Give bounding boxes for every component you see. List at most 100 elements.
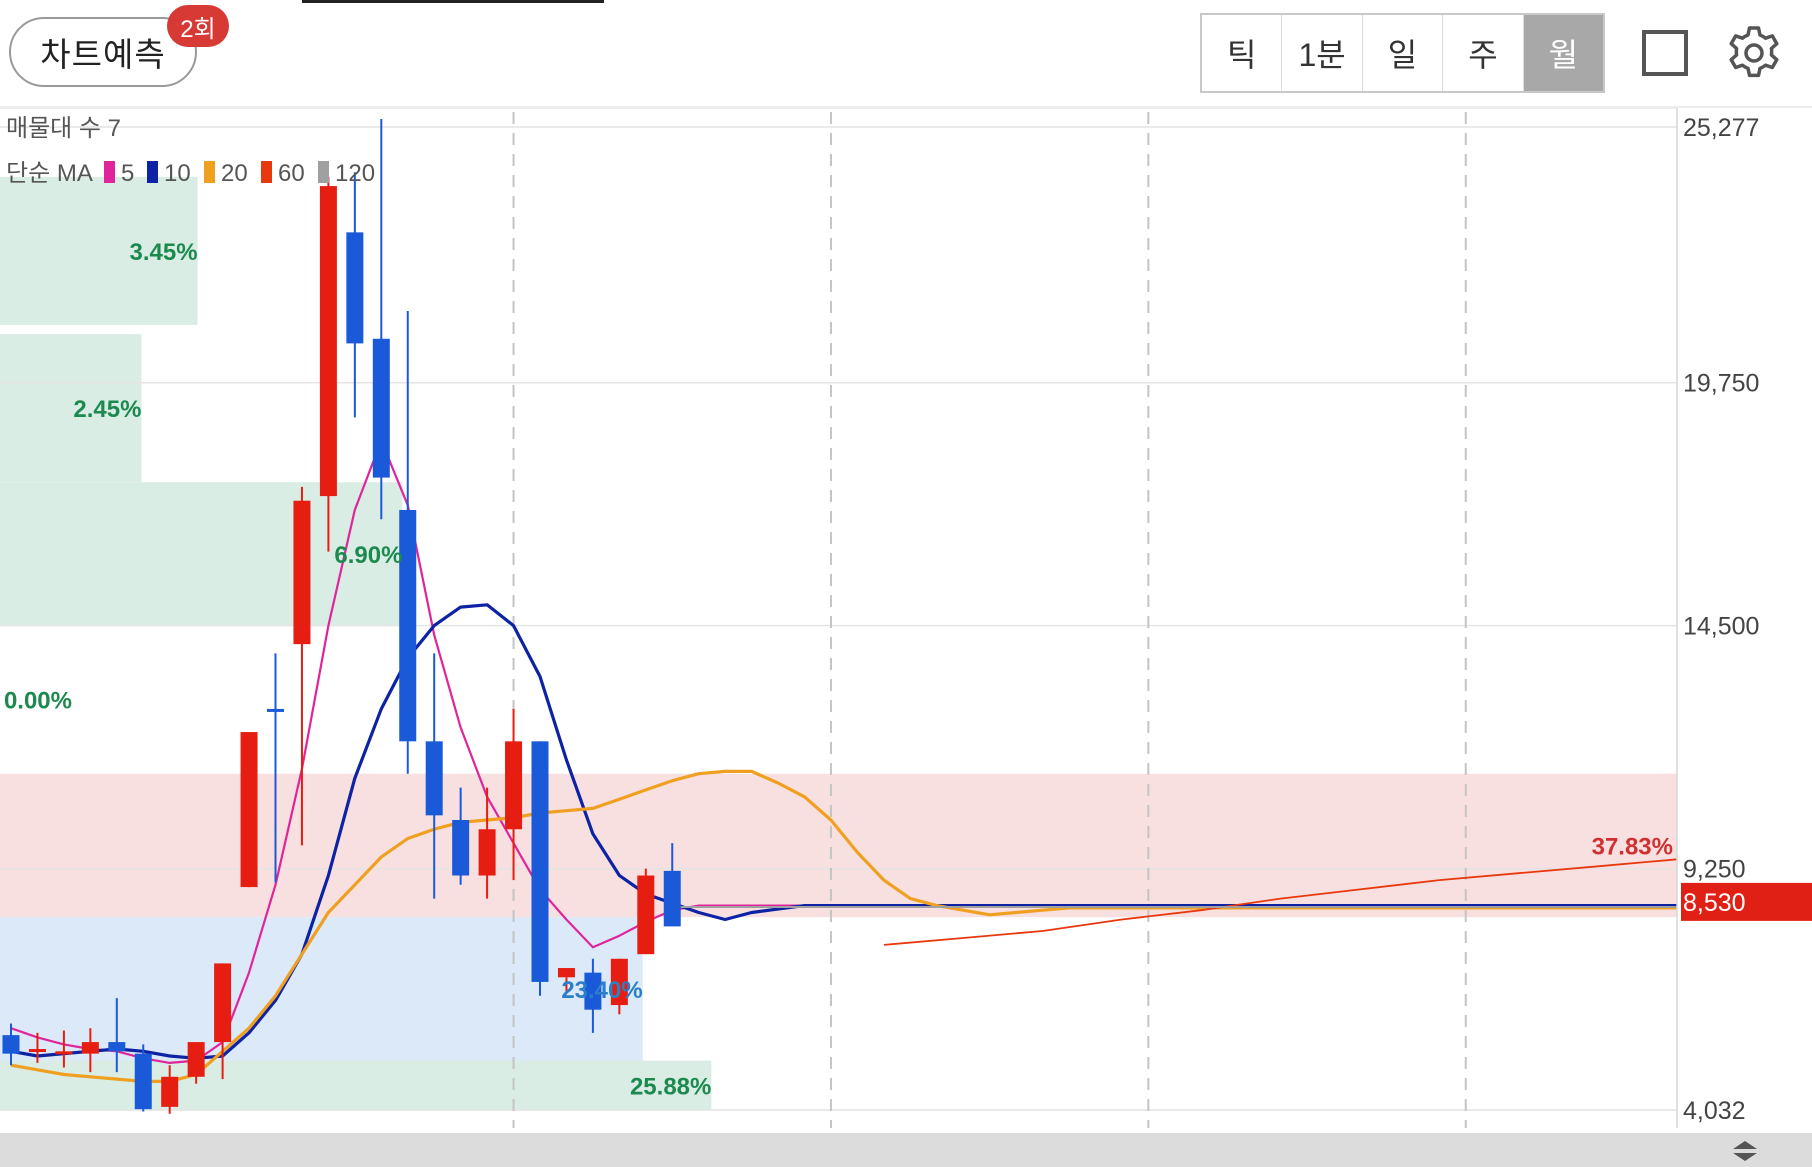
ma-legend-swatch (104, 161, 115, 183)
volume-profile-percent: 6.90% (334, 542, 402, 569)
candle[interactable] (531, 741, 549, 996)
volume-profile-band (0, 482, 403, 626)
chart-predict-button[interactable]: 차트예측 (9, 17, 197, 87)
tab-tick[interactable]: 틱 (1226, 37, 1257, 73)
candle-body (346, 232, 364, 344)
candle-body (55, 1051, 73, 1055)
y-axis-tick-label: 19,750 (1683, 370, 1759, 398)
candle[interactable] (240, 732, 258, 888)
candle[interactable] (214, 963, 232, 1080)
volume-profile-percent: 2.45% (73, 396, 141, 423)
top-indicator-bar (302, 0, 604, 3)
candle-body (2, 1035, 20, 1054)
ma-legend-label: 5 (121, 160, 134, 187)
gear-icon[interactable] (1725, 24, 1783, 82)
ma-legend-swatch (147, 161, 158, 183)
candle[interactable] (28, 1032, 46, 1063)
candle[interactable] (81, 1028, 99, 1073)
candle[interactable] (346, 172, 364, 418)
volume-profile-percent: 23.40% (561, 977, 642, 1004)
candle[interactable] (663, 843, 681, 927)
square-icon[interactable] (1642, 30, 1688, 76)
candle[interactable] (267, 653, 284, 883)
candle[interactable] (399, 311, 417, 774)
candle-body (584, 972, 602, 1010)
candle[interactable] (134, 1044, 152, 1112)
candle[interactable] (2, 1023, 20, 1066)
candle[interactable] (478, 787, 496, 899)
interval-tabs: 틱 1분 일 주 월 (1200, 13, 1605, 93)
candle-body (28, 1049, 46, 1053)
tab-1min[interactable]: 1분 (1281, 15, 1361, 91)
candle-body (425, 741, 443, 816)
volume-profile-band (0, 334, 142, 483)
candle-body (161, 1076, 179, 1107)
candle-body (372, 338, 390, 478)
volume-profile-percent: 3.45% (130, 239, 198, 266)
x-axis-bar (0, 1133, 1812, 1167)
volume-profile-count-label: 매물대 수 7 (6, 115, 121, 142)
tab-month[interactable]: 월 (1522, 15, 1604, 91)
candle[interactable] (557, 968, 575, 994)
candle[interactable] (452, 787, 470, 885)
tab-day[interactable]: 일 (1361, 15, 1442, 91)
candle-body (531, 741, 549, 982)
candle-body (663, 870, 681, 927)
candle[interactable] (372, 118, 390, 520)
candle[interactable] (319, 176, 337, 552)
ma-legend-label: 20 (221, 160, 248, 187)
volume-profile-band (0, 773, 1677, 918)
volume-profile-percent: 25.88% (630, 1073, 711, 1100)
tab-week[interactable]: 주 (1442, 15, 1522, 91)
ma-line-60 (883, 852, 1812, 946)
toolbar-divider (0, 106, 1812, 109)
candle[interactable] (584, 958, 602, 1033)
resize-handle-icon[interactable] (1728, 1138, 1762, 1164)
candle-body (293, 500, 311, 645)
candle-body (108, 1042, 126, 1052)
candle-body (319, 186, 337, 497)
volume-profile-percent: 0.00% (4, 688, 72, 715)
candle-body (478, 829, 496, 876)
chart-predict-label: 차트예측 (40, 36, 166, 73)
ma-legend-label: 10 (164, 160, 191, 187)
y-axis-tick-label: 9,250 (1683, 856, 1746, 884)
predict-count-badge: 2회 (167, 5, 229, 47)
volume-profile-band (0, 1060, 712, 1110)
candlestick-chart[interactable]: 3.45% 2.45% 6.90% 0.00% 37.83% 23.40% 25.88% 매물… (0, 108, 1812, 1133)
candle-body (399, 509, 417, 742)
candle[interactable] (637, 868, 655, 955)
current-price-label: 8,530 (1683, 889, 1746, 917)
candle-body (187, 1042, 205, 1077)
candle[interactable] (108, 998, 126, 1073)
candle[interactable] (610, 958, 628, 1015)
candle[interactable] (187, 1042, 205, 1084)
candle-body (505, 741, 523, 830)
candle[interactable] (425, 653, 443, 899)
candle-body (134, 1053, 152, 1110)
candle-body (81, 1042, 99, 1054)
candle-body (240, 732, 258, 888)
y-axis-tick-label: 14,500 (1683, 613, 1759, 641)
candle-body (214, 963, 232, 1043)
ma-legend-swatch (204, 161, 215, 183)
candle[interactable] (55, 1030, 73, 1068)
candle-body (557, 968, 575, 978)
candle-body (267, 708, 284, 712)
y-axis-tick-label: 25,277 (1683, 114, 1759, 142)
y-axis-tick-label: 4,032 (1683, 1097, 1746, 1125)
ma-legend-swatch (261, 161, 272, 183)
ma-type-label: 단순 MA (6, 160, 93, 187)
candle[interactable] (161, 1065, 179, 1114)
candle[interactable] (293, 486, 311, 846)
volume-profile-band (0, 176, 198, 325)
current-price-marker (1681, 882, 1812, 921)
candle[interactable] (505, 708, 523, 881)
ma-line-20 (10, 769, 1812, 1083)
ma-legend-label: 120 (335, 160, 375, 187)
ma-legend-swatch (318, 161, 329, 183)
candle-body (637, 875, 655, 955)
volume-profile-percent: 37.83% (1592, 833, 1673, 860)
candle-body (610, 958, 628, 1006)
y-axis-panel (1677, 108, 1812, 1133)
